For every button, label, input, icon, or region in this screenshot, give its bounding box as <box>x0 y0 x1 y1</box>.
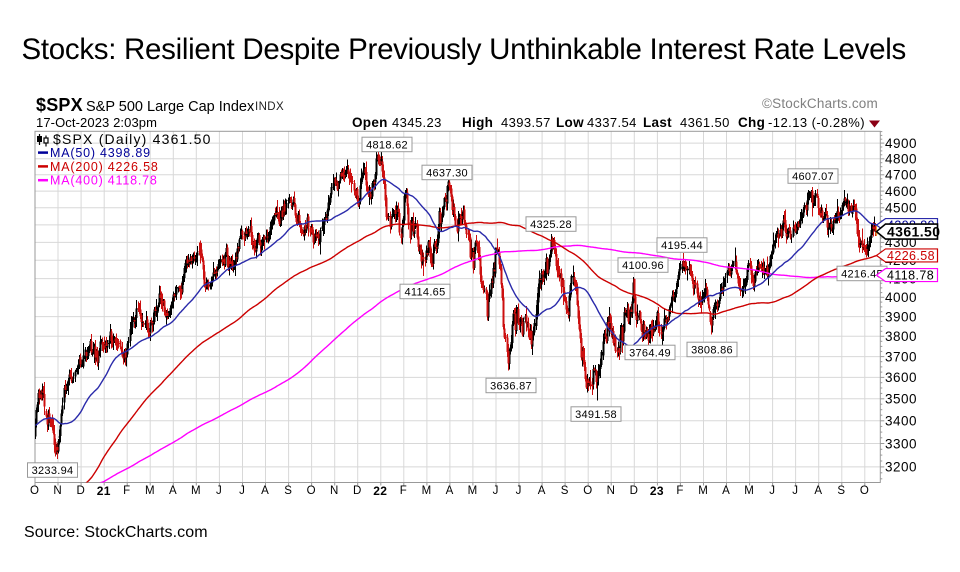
svg-text:$SPX: $SPX <box>36 95 83 115</box>
svg-text:3200: 3200 <box>885 460 917 475</box>
svg-text:3800: 3800 <box>885 329 917 344</box>
svg-text:3491.58: 3491.58 <box>575 409 617 421</box>
svg-text:S: S <box>837 485 845 497</box>
svg-text:4195.44: 4195.44 <box>661 240 703 252</box>
svg-text:J: J <box>493 485 499 497</box>
svg-text:4361.50: 4361.50 <box>680 115 730 130</box>
svg-text:4216.45: 4216.45 <box>841 268 883 280</box>
svg-text:High: High <box>462 115 493 130</box>
svg-text:F: F <box>123 485 130 497</box>
svg-text:N: N <box>330 485 338 497</box>
svg-text:3636.87: 3636.87 <box>490 380 532 392</box>
svg-text:M: M <box>744 485 754 497</box>
svg-text:N: N <box>53 485 61 497</box>
svg-text:A: A <box>446 485 454 497</box>
svg-text:O: O <box>30 485 39 497</box>
svg-text:4600: 4600 <box>885 184 917 199</box>
svg-text:4500: 4500 <box>885 201 917 216</box>
svg-text:3600: 3600 <box>885 370 917 385</box>
svg-text:4393.57: 4393.57 <box>501 115 551 130</box>
svg-text:Open: Open <box>352 115 388 130</box>
svg-text:4114.65: 4114.65 <box>404 286 445 298</box>
svg-text:M: M <box>422 485 432 497</box>
svg-text:3808.86: 3808.86 <box>691 344 733 356</box>
svg-text:J: J <box>516 485 522 497</box>
svg-text:3400: 3400 <box>885 414 917 429</box>
svg-text:M: M <box>468 485 478 497</box>
svg-text:D: D <box>353 485 361 497</box>
svg-text:A: A <box>722 485 730 497</box>
svg-text:O: O <box>583 485 592 497</box>
svg-text:S&P 500 Large Cap Index: S&P 500 Large Cap Index <box>86 99 255 115</box>
svg-text:D: D <box>76 485 84 497</box>
svg-text:3764.49: 3764.49 <box>629 347 671 359</box>
svg-text:17-Oct-2023 2:03pm: 17-Oct-2023 2:03pm <box>36 115 157 130</box>
svg-text:23: 23 <box>650 484 664 498</box>
svg-text:A: A <box>538 485 546 497</box>
svg-text:-12.13 (-0.28%): -12.13 (-0.28%) <box>768 115 865 130</box>
svg-text:4118.78: 4118.78 <box>887 269 934 283</box>
svg-text:F: F <box>400 485 407 497</box>
svg-text:M: M <box>698 485 708 497</box>
svg-text:4700: 4700 <box>885 168 917 183</box>
svg-text:O: O <box>860 485 869 497</box>
svg-text:Chg: Chg <box>738 115 765 130</box>
svg-text:4325.28: 4325.28 <box>530 219 572 231</box>
svg-text:A: A <box>169 485 177 497</box>
svg-text:Stocks: Resilient Despite Prev: Stocks: Resilient Despite Previously Unt… <box>22 33 906 66</box>
svg-text:J: J <box>239 485 245 497</box>
svg-text:©StockCharts.com: ©StockCharts.com <box>762 96 878 111</box>
svg-text:J: J <box>769 485 775 497</box>
svg-text:3700: 3700 <box>885 349 917 364</box>
svg-text:22: 22 <box>373 484 387 498</box>
svg-text:F: F <box>676 485 683 497</box>
svg-text:4226.58: 4226.58 <box>887 249 935 263</box>
svg-text:3900: 3900 <box>885 309 917 324</box>
svg-text:J: J <box>216 485 222 497</box>
svg-text:MA(200) 4226.58: MA(200) 4226.58 <box>50 160 159 174</box>
svg-text:4100.96: 4100.96 <box>622 260 664 272</box>
svg-text:A: A <box>814 485 822 497</box>
svg-text:A: A <box>261 485 269 497</box>
svg-text:4800: 4800 <box>885 152 917 167</box>
svg-text:M: M <box>145 485 155 497</box>
svg-text:J: J <box>792 485 798 497</box>
svg-text:D: D <box>630 485 638 497</box>
svg-text:4337.54: 4337.54 <box>587 115 637 130</box>
svg-text:4000: 4000 <box>885 290 917 305</box>
svg-text:3233.94: 3233.94 <box>32 465 74 477</box>
svg-text:S: S <box>561 485 569 497</box>
svg-text:3300: 3300 <box>885 436 917 451</box>
svg-text:N: N <box>607 485 615 497</box>
svg-text:3500: 3500 <box>885 392 917 407</box>
svg-text:O: O <box>307 485 316 497</box>
svg-text:S: S <box>284 485 292 497</box>
svg-text:MA(50) 4398.89: MA(50) 4398.89 <box>50 146 151 160</box>
svg-text:4637.30: 4637.30 <box>426 167 468 179</box>
svg-text:Last: Last <box>643 115 672 130</box>
svg-text:4345.23: 4345.23 <box>392 115 442 130</box>
svg-text:INDX: INDX <box>255 101 284 113</box>
svg-text:4361.50: 4361.50 <box>887 224 940 240</box>
svg-text:M: M <box>191 485 201 497</box>
svg-text:21: 21 <box>97 484 111 498</box>
svg-text:Source: StockCharts.com: Source: StockCharts.com <box>24 524 208 541</box>
svg-text:4607.07: 4607.07 <box>792 171 834 183</box>
svg-text:4900: 4900 <box>885 136 917 151</box>
svg-text:MA(400) 4118.78: MA(400) 4118.78 <box>50 174 158 188</box>
svg-text:4818.62: 4818.62 <box>366 139 408 151</box>
svg-text:Low: Low <box>556 115 584 130</box>
svg-text:$SPX (Daily) 4361.50: $SPX (Daily) 4361.50 <box>53 131 212 147</box>
